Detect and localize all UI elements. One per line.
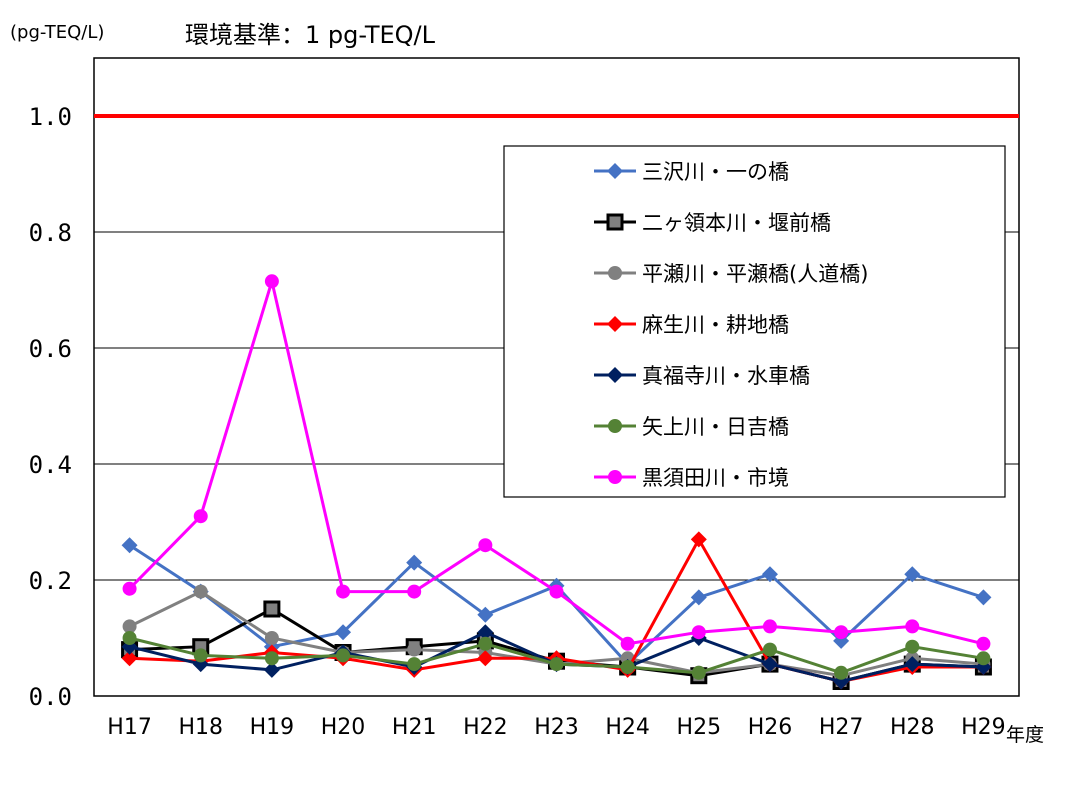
data-point — [264, 651, 279, 666]
series-line — [122, 274, 991, 651]
data-point — [549, 584, 564, 599]
x-tick-label: H20 — [321, 715, 366, 740]
data-point — [690, 589, 707, 606]
legend-label: 麻生川・耕地橋 — [642, 313, 789, 337]
data-point — [478, 636, 493, 651]
legend-label: 三沢川・一の橋 — [642, 160, 789, 184]
data-point — [121, 650, 138, 667]
x-tick-label: H26 — [748, 715, 793, 740]
legend-box — [503, 145, 1006, 498]
standard-label: 環境基準：1 pg-TEQ/L — [185, 21, 435, 49]
x-tick-label: H22 — [463, 715, 508, 740]
data-point — [608, 470, 622, 484]
data-point — [976, 651, 991, 666]
data-point — [904, 566, 921, 583]
x-axis-ticks: H17 H18 H19 H20 H21 H22 H23 H24 H25 H26 H27 H28 H29 — [107, 715, 1005, 740]
legend-item: 黒須田川・市境 — [594, 466, 789, 490]
data-point — [336, 648, 351, 663]
legend-item: 麻生川・耕地橋 — [594, 313, 789, 337]
data-point — [607, 367, 623, 383]
data-point — [762, 642, 777, 657]
y-tick-label: 0.6 — [29, 335, 72, 363]
data-point — [122, 631, 137, 645]
data-point — [762, 619, 777, 634]
data-point — [975, 589, 992, 606]
data-point — [834, 665, 849, 680]
y-tick-label: 0.8 — [29, 219, 72, 247]
data-point — [477, 606, 494, 623]
legend-label: 真福寺川・水車橋 — [642, 364, 810, 388]
series-lines — [121, 274, 992, 690]
data-point — [264, 631, 279, 645]
data-point — [121, 537, 138, 554]
data-point — [336, 584, 351, 599]
y-tick-label: 0.4 — [29, 451, 72, 479]
x-tick-label: H28 — [890, 715, 935, 740]
data-point — [761, 656, 778, 673]
data-point — [691, 625, 706, 640]
data-point — [905, 619, 920, 634]
y-tick-label: 0.0 — [29, 683, 72, 711]
y-tick-label: 1.0 — [29, 103, 72, 131]
data-point — [620, 660, 635, 674]
legend-item: 三沢川・一の橋 — [594, 160, 789, 184]
data-point — [407, 657, 422, 672]
data-point — [761, 566, 778, 583]
data-point — [976, 636, 991, 651]
data-point — [608, 266, 622, 280]
x-tick-label: H19 — [250, 715, 295, 740]
data-point — [904, 656, 921, 673]
data-point — [263, 600, 281, 618]
legend-label: 二ヶ領本川・堰前橋 — [642, 211, 831, 235]
legend-label: 黒須田川・市境 — [642, 466, 789, 490]
legend-item: 二ヶ領本川・堰前橋 — [594, 211, 831, 235]
data-point — [478, 538, 493, 553]
data-point — [193, 584, 208, 599]
data-point — [690, 531, 707, 548]
data-point — [122, 581, 137, 596]
data-point — [608, 419, 622, 433]
data-point — [193, 509, 208, 524]
x-tick-label: H27 — [819, 715, 864, 740]
data-point — [549, 657, 564, 672]
x-tick-label: H25 — [677, 715, 722, 740]
data-point — [905, 639, 920, 654]
x-tick-label: H18 — [178, 715, 223, 740]
data-point — [477, 624, 494, 641]
data-point — [834, 625, 849, 640]
y-axis-ticks: 0.0 0.2 0.4 0.6 0.8 1.0 — [29, 103, 72, 711]
data-point — [607, 316, 623, 332]
data-point — [264, 274, 279, 289]
data-point — [407, 584, 422, 599]
legend-item: 平瀬川・平瀬橋(人道橋) — [594, 262, 868, 286]
series-path — [128, 543, 984, 667]
x-unit-label: 年度 — [1006, 724, 1045, 746]
x-tick-label: H23 — [534, 715, 579, 740]
legend-label: 平瀬川・平瀬橋(人道橋) — [642, 262, 868, 286]
data-point — [407, 642, 422, 657]
legend-item: 真福寺川・水車橋 — [594, 364, 810, 388]
x-tick-label: H29 — [961, 715, 1006, 740]
data-point — [406, 554, 423, 571]
data-point — [691, 665, 706, 680]
x-tick-label: H24 — [605, 715, 650, 740]
data-point — [620, 636, 635, 651]
data-point — [477, 650, 494, 667]
y-unit-label: (pg-TEQ/L) — [10, 22, 105, 43]
data-point — [263, 661, 280, 678]
data-point — [606, 213, 624, 231]
legend-label: 矢上川・日吉橋 — [642, 415, 789, 439]
data-point — [335, 624, 352, 641]
data-point — [193, 648, 208, 663]
data-point — [607, 163, 623, 179]
series-line — [122, 631, 991, 680]
y-tick-label: 0.2 — [29, 567, 72, 595]
x-tick-label: H17 — [107, 715, 152, 740]
legend-item: 矢上川・日吉橋 — [594, 415, 789, 439]
x-tick-label: H21 — [392, 715, 437, 740]
plot-frame — [93, 57, 1020, 697]
data-point — [122, 619, 137, 634]
